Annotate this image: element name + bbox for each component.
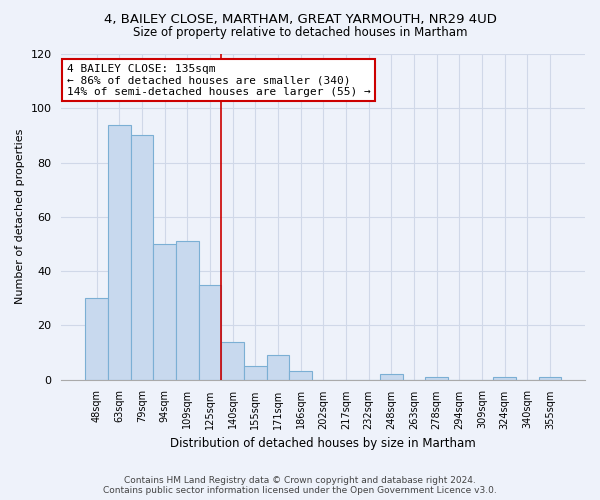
Y-axis label: Number of detached properties: Number of detached properties: [15, 129, 25, 304]
Bar: [85, 298, 108, 380]
Bar: [493, 377, 516, 380]
Bar: [539, 377, 561, 380]
Bar: [221, 342, 244, 380]
Text: Size of property relative to detached houses in Martham: Size of property relative to detached ho…: [133, 26, 467, 39]
Text: 4 BAILEY CLOSE: 135sqm
← 86% of detached houses are smaller (340)
14% of semi-de: 4 BAILEY CLOSE: 135sqm ← 86% of detached…: [67, 64, 370, 97]
X-axis label: Distribution of detached houses by size in Martham: Distribution of detached houses by size …: [170, 437, 476, 450]
Bar: [244, 366, 266, 380]
Bar: [199, 284, 221, 380]
Text: 4, BAILEY CLOSE, MARTHAM, GREAT YARMOUTH, NR29 4UD: 4, BAILEY CLOSE, MARTHAM, GREAT YARMOUTH…: [104, 12, 496, 26]
Bar: [289, 372, 312, 380]
Bar: [108, 124, 131, 380]
Bar: [176, 241, 199, 380]
Bar: [425, 377, 448, 380]
Bar: [131, 136, 153, 380]
Bar: [266, 355, 289, 380]
Text: Contains HM Land Registry data © Crown copyright and database right 2024.
Contai: Contains HM Land Registry data © Crown c…: [103, 476, 497, 495]
Bar: [380, 374, 403, 380]
Bar: [153, 244, 176, 380]
